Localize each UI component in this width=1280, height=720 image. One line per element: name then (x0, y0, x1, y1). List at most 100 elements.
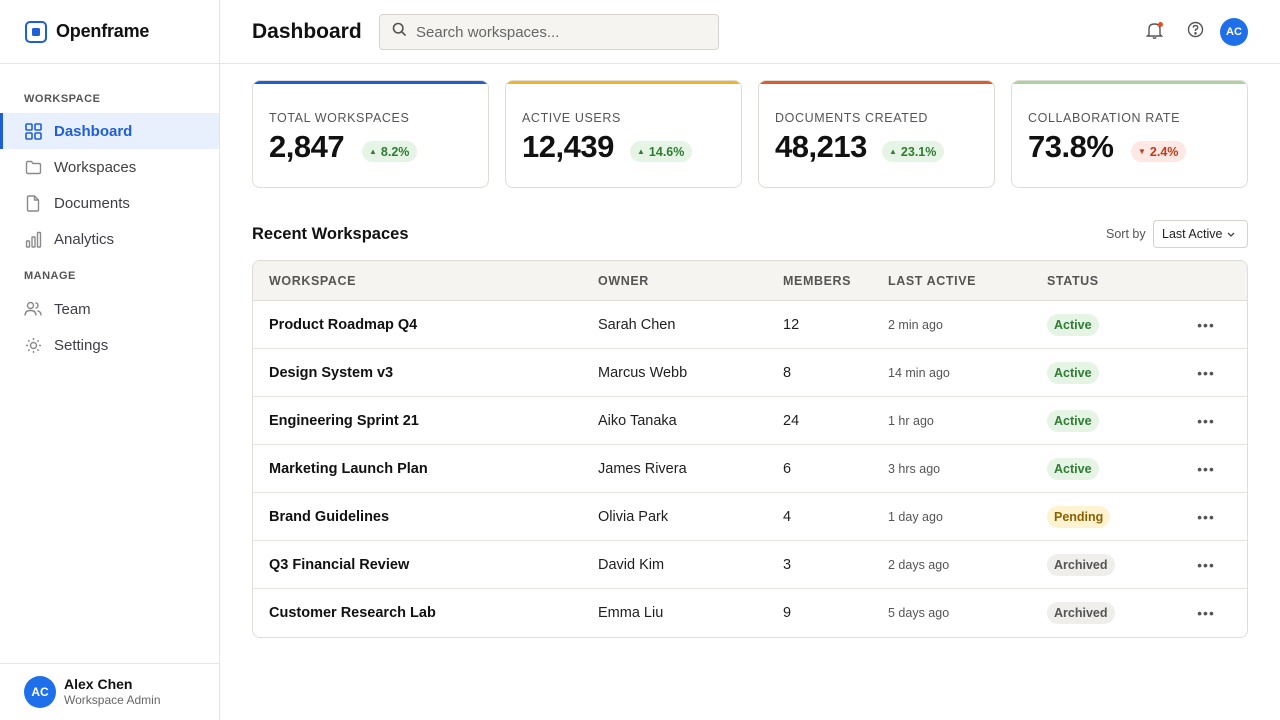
stat-delta: 2.4% (1149, 144, 1179, 159)
column-header-members[interactable]: MEMBERS (783, 274, 852, 288)
more-options-icon[interactable]: ••• (1197, 557, 1215, 573)
stat-label: DOCUMENTS CREATED (775, 111, 929, 125)
brand[interactable]: Openframe (0, 0, 219, 64)
last-active: 1 day ago (888, 510, 943, 524)
last-active: 3 hrs ago (888, 462, 941, 476)
column-header-owner[interactable]: OWNER (598, 274, 649, 288)
table-row[interactable]: Brand Guidelines Olivia Park 4 1 day ago… (253, 493, 1247, 541)
owner-name: Emma Liu (598, 605, 664, 621)
gear-icon (24, 336, 42, 354)
table-row[interactable]: Design System v3 Marcus Webb 8 14 min ag… (253, 349, 1247, 397)
sidebar-item-team[interactable]: Team (0, 291, 219, 327)
sidebar-item-settings[interactable]: Settings (0, 327, 219, 363)
stat-delta: 8.2% (380, 144, 410, 159)
sidebar-item-label: Documents (54, 194, 130, 212)
workspaces-table: WORKSPACE OWNER MEMBERS LAST ACTIVE STAT… (252, 260, 1248, 638)
workspace-name[interactable]: Marketing Launch Plan (269, 461, 428, 477)
user-profile[interactable]: AC Alex Chen Workspace Admin (0, 663, 219, 720)
column-header-status[interactable]: STATUS (1047, 274, 1099, 288)
sidebar-item-label: Team (54, 300, 91, 318)
last-active: 1 hr ago (888, 414, 934, 428)
sidebar-item-label: Analytics (54, 230, 115, 248)
section-title: Recent Workspaces (252, 225, 409, 243)
table-row[interactable]: Engineering Sprint 21 Aiko Tanaka 24 1 h… (253, 397, 1247, 445)
column-header-workspace[interactable]: WORKSPACE (269, 274, 357, 288)
more-options-icon[interactable]: ••• (1197, 461, 1215, 477)
owner-name: Sarah Chen (598, 317, 676, 333)
more-options-icon[interactable]: ••• (1197, 509, 1215, 525)
owner-name: Marcus Webb (598, 365, 688, 381)
nav-section-workspace: WORKSPACE (24, 93, 101, 105)
status-badge: Pending (1047, 506, 1111, 528)
stat-card-collaboration-rate: COLLABORATION RATE 73.8% ▼ 2.4% (1011, 80, 1248, 188)
folder-icon (24, 158, 42, 176)
workspace-name[interactable]: Product Roadmap Q4 (269, 317, 418, 333)
stat-delta: 23.1% (900, 144, 937, 159)
last-active: 5 days ago (888, 606, 950, 620)
stat-delta-badge: ▲ 23.1% (882, 141, 945, 162)
table-row[interactable]: Marketing Launch Plan James Rivera 6 3 h… (253, 445, 1247, 493)
sidebar-item-analytics[interactable]: Analytics (0, 221, 219, 257)
user-name: Alex Chen (64, 676, 133, 692)
status-badge: Active (1047, 362, 1099, 384)
card-accent-bar (1012, 81, 1247, 84)
help-button[interactable] (1185, 21, 1205, 43)
notification-button[interactable] (1144, 22, 1164, 42)
sidebar-item-label: Workspaces (54, 158, 137, 176)
stat-card-total-workspaces: TOTAL WORKSPACES 2,847 ▲ 8.2% (252, 80, 489, 188)
table-row[interactable]: Product Roadmap Q4 Sarah Chen 12 2 min a… (253, 301, 1247, 349)
card-accent-bar (506, 81, 741, 84)
more-options-icon[interactable]: ••• (1197, 317, 1215, 333)
workspace-name[interactable]: Customer Research Lab (269, 605, 436, 621)
more-options-icon[interactable]: ••• (1197, 365, 1215, 381)
column-header-last-active[interactable]: LAST ACTIVE (888, 274, 977, 288)
table-header: WORKSPACE OWNER MEMBERS LAST ACTIVE STAT… (253, 261, 1247, 301)
avatar: AC (24, 676, 56, 708)
nav-workspace: Dashboard Workspaces Documents Analytics (0, 113, 219, 257)
sidebar-item-workspaces[interactable]: Workspaces (0, 149, 219, 185)
table-row[interactable]: Customer Research Lab Emma Liu 9 5 days … (253, 589, 1247, 637)
workspace-name[interactable]: Q3 Financial Review (269, 557, 410, 573)
card-accent-bar (253, 81, 488, 84)
search-box[interactable] (379, 14, 719, 50)
status-badge: Active (1047, 458, 1099, 480)
more-options-icon[interactable]: ••• (1197, 605, 1215, 621)
workspace-name[interactable]: Engineering Sprint 21 (269, 413, 419, 429)
workspace-name[interactable]: Brand Guidelines (269, 509, 390, 525)
more-options-icon[interactable]: ••• (1197, 413, 1215, 429)
status-badge: Archived (1047, 554, 1115, 576)
header: Dashboard AC (220, 0, 1280, 64)
sidebar-item-label: Dashboard (54, 122, 133, 140)
document-icon (24, 194, 42, 212)
stat-delta-badge: ▲ 8.2% (362, 141, 418, 162)
status-badge: Active (1047, 410, 1099, 432)
header-avatar[interactable]: AC (1220, 18, 1248, 46)
stat-label: ACTIVE USERS (522, 111, 621, 125)
triangle-up-icon: ▲ (637, 147, 645, 156)
sort-label: Sort by (1106, 227, 1146, 241)
sort-value: Last Active (1162, 227, 1223, 241)
stat-delta-badge: ▼ 2.4% (1131, 141, 1187, 162)
owner-name: Aiko Tanaka (598, 413, 677, 429)
users-icon (24, 300, 42, 318)
notification-dot (1158, 22, 1163, 27)
triangle-up-icon: ▲ (369, 147, 377, 156)
search-input[interactable] (416, 23, 706, 41)
member-count: 12 (783, 317, 800, 333)
last-active: 2 min ago (888, 318, 943, 332)
member-count: 9 (783, 605, 792, 621)
workspace-name[interactable]: Design System v3 (269, 365, 394, 381)
table-row[interactable]: Q3 Financial Review David Kim 3 2 days a… (253, 541, 1247, 589)
stat-label: TOTAL WORKSPACES (269, 111, 410, 125)
stat-card-documents-created: DOCUMENTS CREATED 48,213 ▲ 23.1% (758, 80, 995, 188)
sort-select[interactable]: Last Active (1153, 220, 1248, 248)
sidebar-item-dashboard[interactable]: Dashboard (0, 113, 219, 149)
member-count: 6 (783, 461, 792, 477)
nav-manage: Team Settings (0, 291, 219, 363)
nav-section-manage: MANAGE (24, 270, 76, 282)
stat-value: 12,439 (522, 129, 614, 164)
sidebar-item-documents[interactable]: Documents (0, 185, 219, 221)
help-icon (1187, 21, 1204, 43)
stat-delta-badge: ▲ 14.6% (630, 141, 693, 162)
stat-delta: 14.6% (648, 144, 685, 159)
